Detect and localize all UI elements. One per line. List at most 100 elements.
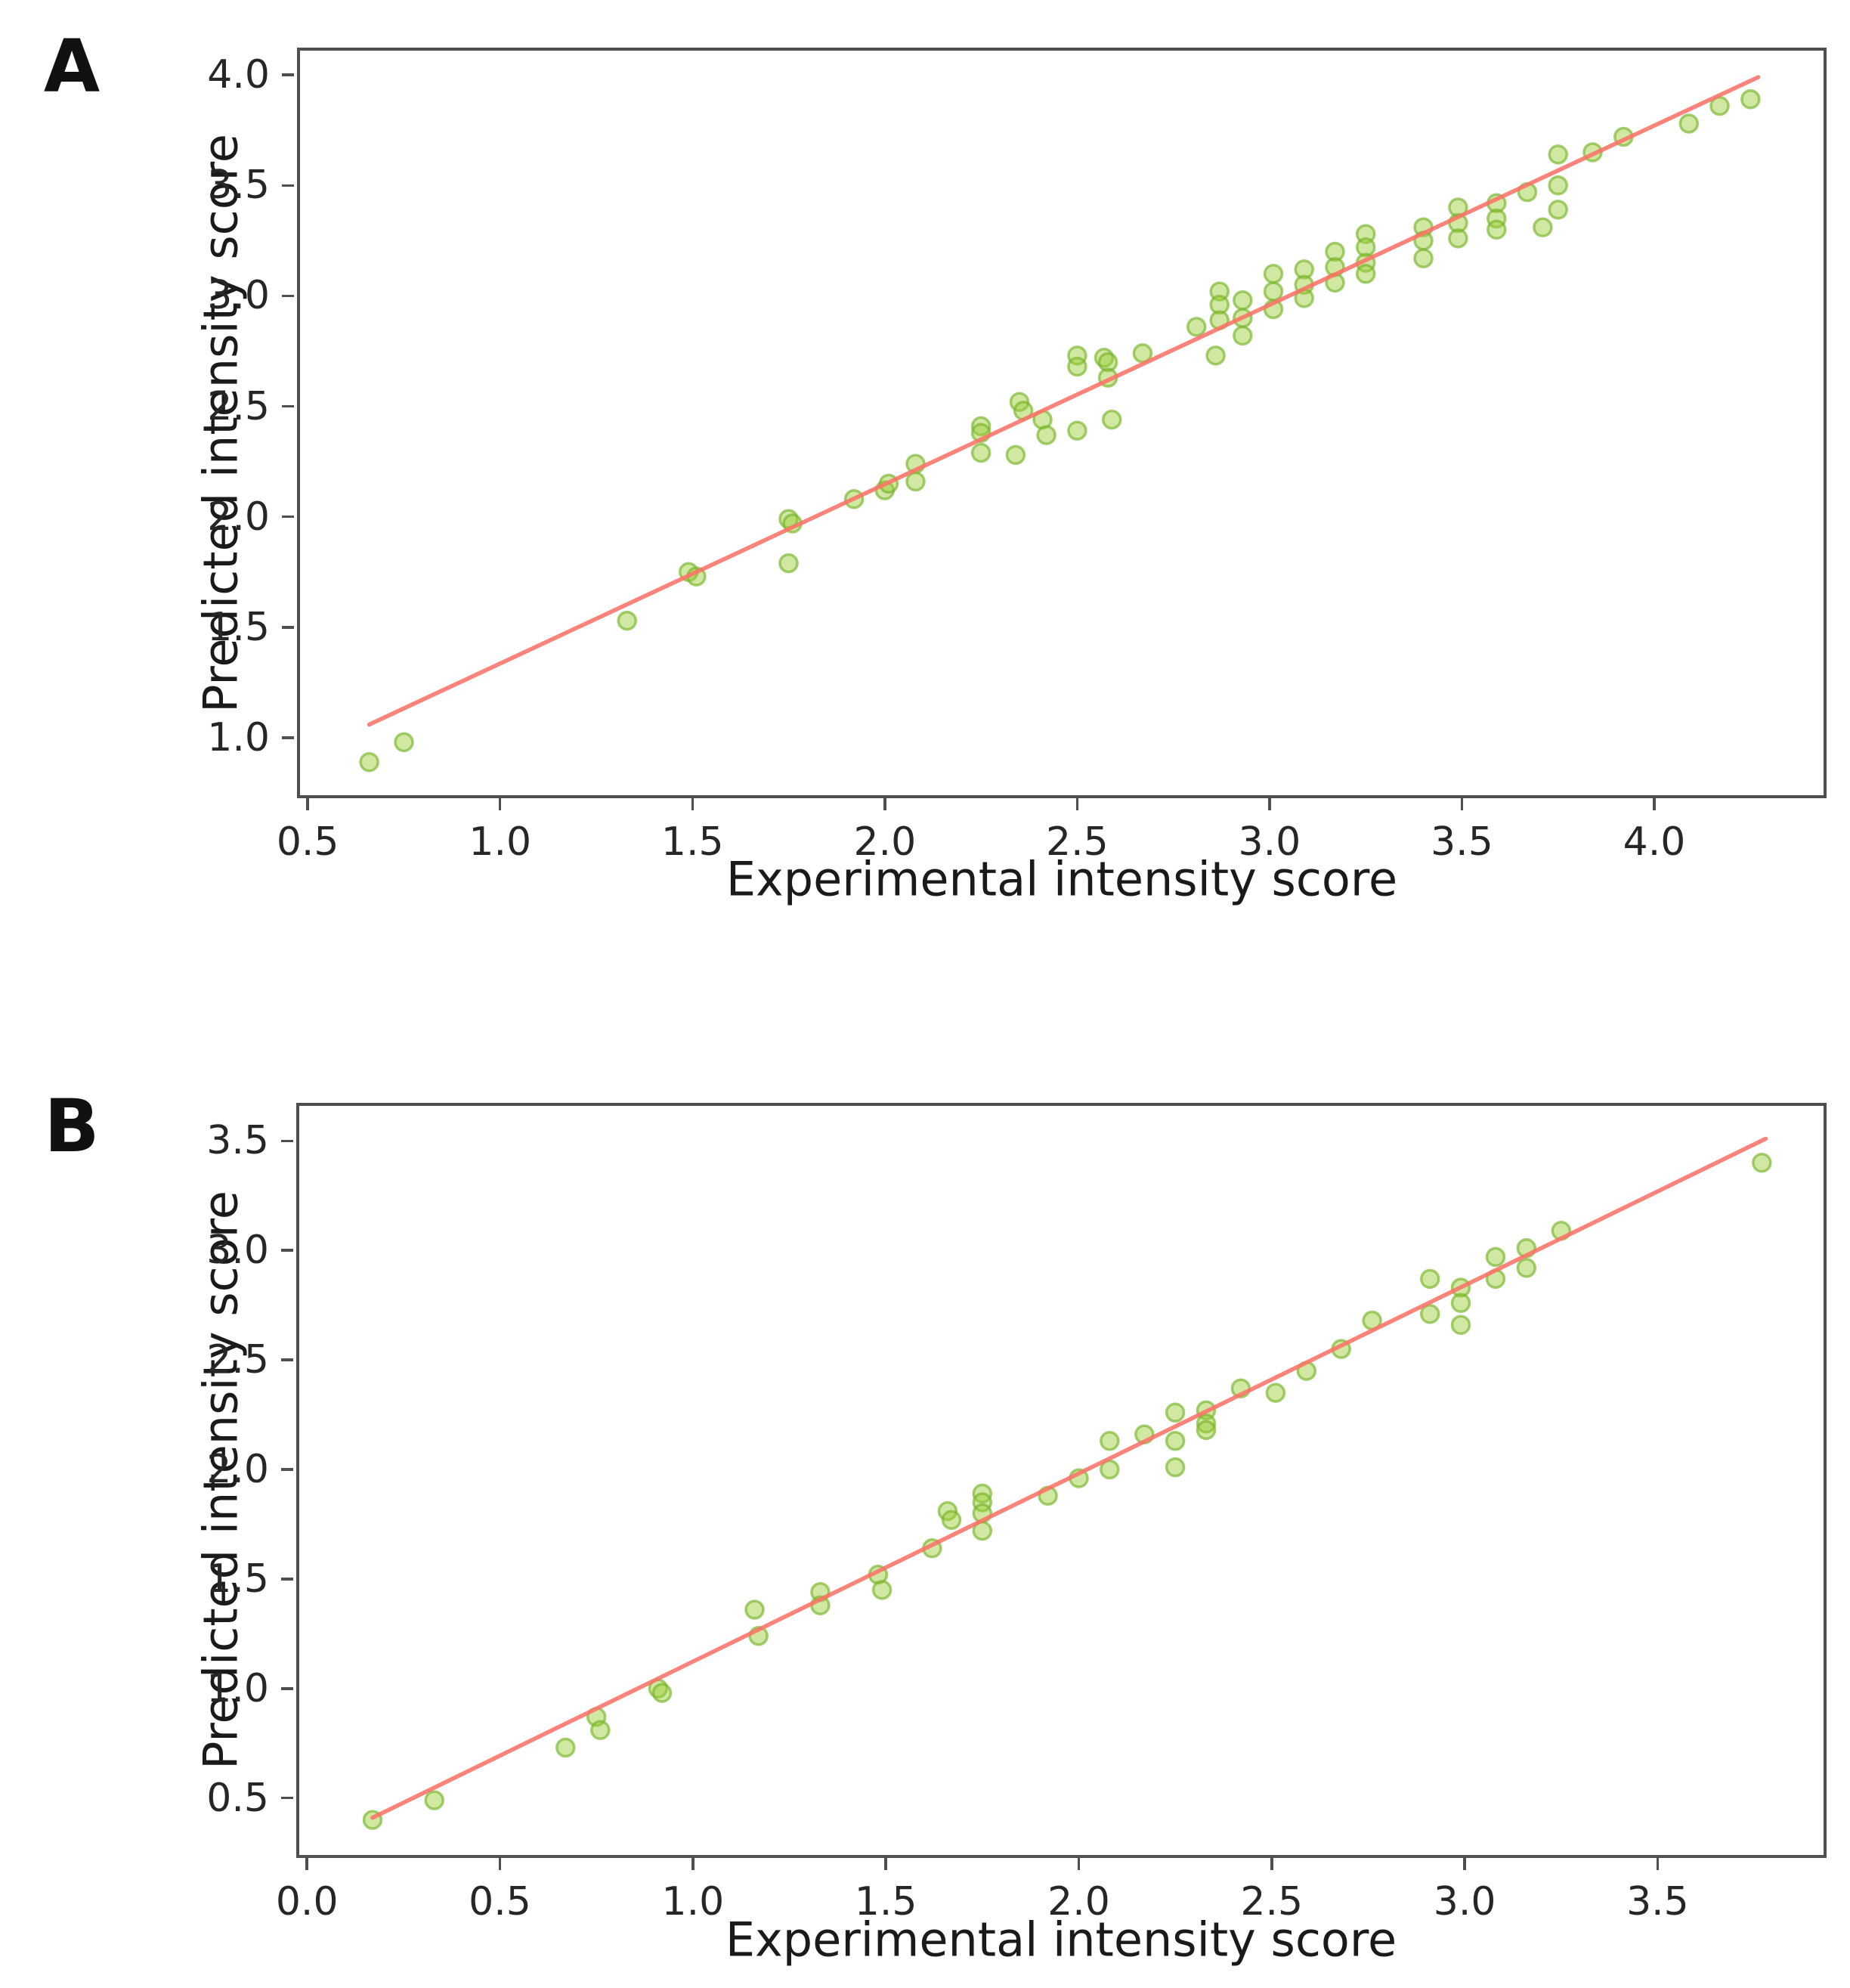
scatter-point [1419,1268,1440,1290]
y-axis-tick [282,626,294,629]
x-axis-tick [1653,798,1656,810]
scatter-point [1165,1402,1186,1423]
scatter-point [1548,175,1568,196]
scatter-point [1067,356,1087,377]
x-axis-tick-label: 3.0 [1433,1879,1496,1925]
x-axis-tick-label: 2.5 [1046,819,1109,865]
scatter-point [1740,89,1761,110]
scatter-point [744,1599,765,1620]
scatter-point [1548,200,1568,220]
x-axis-tick-label: 2.5 [1240,1879,1304,1925]
y-axis-tick [281,1358,293,1361]
scatter-point [394,732,414,753]
scatter-point [1209,294,1230,315]
scatter-point [1263,263,1284,284]
scatter-point [1678,113,1700,134]
y-axis-tick-label: 2.5 [207,383,270,429]
scatter-point [1186,317,1207,337]
y-axis-tick [281,1139,293,1143]
regression-line [370,1136,1768,1820]
scatter-point [1165,1457,1186,1478]
x-axis-tick [691,1858,695,1870]
y-axis-tick [281,1578,293,1581]
y-axis-tick-label: 0.5 [206,1775,269,1821]
scatter-point [424,1790,444,1810]
panel-a-x-axis-title: Experimental intensity score [725,851,1398,907]
x-axis-tick [691,798,695,810]
y-axis-tick [282,736,294,739]
x-axis-tick [1463,1858,1466,1870]
y-axis-tick-label: 3.0 [206,1228,269,1274]
y-axis-tick [282,184,294,187]
scatter-point [1419,1304,1440,1324]
y-axis-tick-label: 2.0 [206,1447,269,1492]
y-axis-tick-label: 1.5 [207,604,270,650]
scatter-point [1196,1413,1217,1434]
scatter-point [1265,1383,1286,1403]
panel-b-plot-area: 0.0 0.5 1.0 1.5 2.0 2.5 3.0 3.5 0.5 1.0 1.5 2.0 2.5 3… [206,1103,1827,1925]
scatter-point [905,471,926,492]
regression-line [367,75,1761,727]
scatter-point [1485,1246,1506,1268]
x-axis-tick [1268,798,1271,810]
y-axis-tick-label: 2.5 [206,1337,269,1383]
y-axis-tick [281,1796,293,1800]
x-axis-tick [1077,1858,1081,1870]
scatter-point [1355,263,1376,284]
panel-b-scatter-canvas [362,1136,1772,1830]
x-axis-tick-label: 1.5 [660,819,724,865]
x-axis-tick [306,798,309,810]
x-axis-tick [498,1858,502,1870]
x-axis-tick [1075,798,1079,810]
scatter-point [970,442,992,463]
y-axis-tick [282,73,294,76]
x-axis-tick [1460,798,1464,810]
x-axis-tick-label: 1.0 [661,1879,725,1925]
x-axis-tick-label: 3.0 [1238,819,1301,865]
y-axis-tick-label: 2.0 [207,494,270,540]
scatter-point [1233,290,1253,311]
x-axis-tick-label: 3.5 [1626,1879,1689,1925]
panel-b-letter: B [44,1084,100,1169]
x-axis-tick-label: 0.0 [275,1879,339,1925]
scatter-point [871,1580,893,1600]
x-axis-tick [884,1858,887,1870]
scatter-point [1067,420,1087,441]
scatter-point [1100,1431,1120,1451]
scatter-point [1101,409,1122,430]
scatter-point [359,751,379,773]
y-axis-tick-label: 3.0 [207,273,270,319]
scatter-point [1450,1314,1471,1336]
scatter-point [590,1720,611,1741]
scatter-point [1325,241,1345,262]
y-axis-tick-label: 1.0 [206,1665,269,1711]
x-axis-tick-label: 4.0 [1623,819,1686,865]
scatter-point [1205,345,1226,366]
y-axis-tick [281,1468,293,1471]
y-axis-tick-label: 1.5 [206,1556,269,1602]
scatter-point [1413,248,1434,268]
y-axis-tick [282,294,294,298]
scatter-point [1233,325,1253,346]
scatter-point [941,1510,962,1530]
panel-b-x-axis-title: Experimental intensity score [725,1912,1397,1968]
scatter-point [1263,281,1284,302]
scatter-point [1448,228,1468,249]
scatter-point [1036,425,1056,445]
x-axis-tick-label: 2.0 [1047,1879,1110,1925]
scatter-point [1548,144,1568,165]
y-axis-tick-label: 3.5 [206,1118,269,1164]
scatter-point [651,1683,673,1703]
x-axis-tick-label: 0.5 [276,819,339,865]
scatter-point [1752,1153,1772,1173]
scatter-point [1196,1420,1217,1441]
x-axis-tick-label: 1.5 [854,1879,917,1925]
scatter-point [1005,444,1026,466]
y-axis-tick-label: 3.5 [207,163,270,209]
scatter-point [1516,1258,1537,1278]
scatter-point [1165,1431,1186,1451]
panel-a-letter: A [43,24,101,109]
y-axis-tick [281,1687,293,1690]
scatter-point [1486,219,1507,240]
